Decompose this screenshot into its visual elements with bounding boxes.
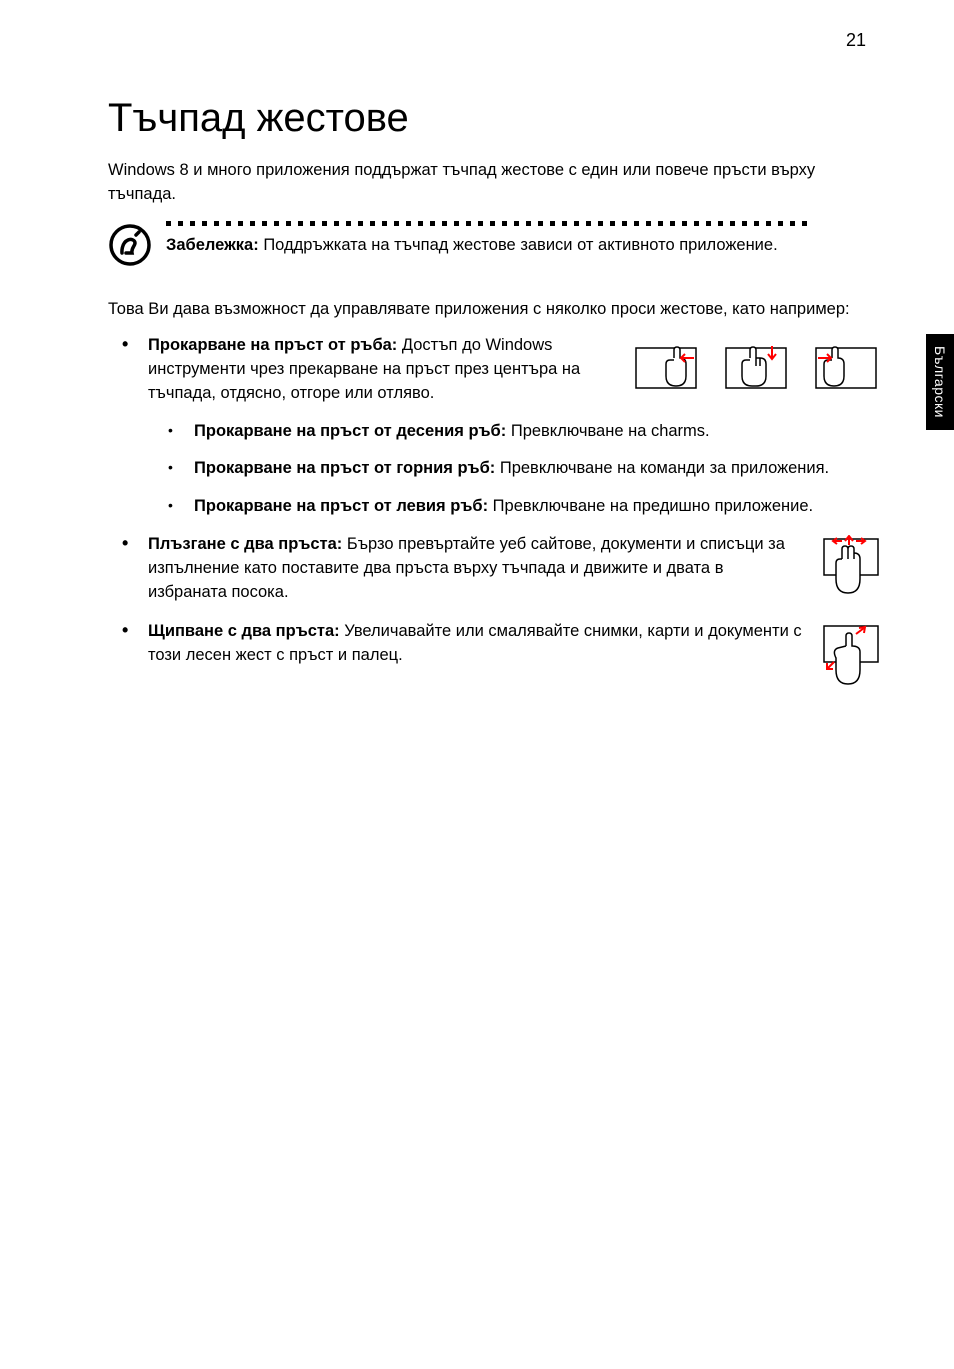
- page-title: Тъчпад жестове: [108, 96, 882, 141]
- dotted-divider: [166, 221, 882, 226]
- bullet-body: Превключване на команди за приложения.: [495, 459, 829, 477]
- bullet-title: Плъзгане с два пръста:: [148, 535, 342, 553]
- intro-text: Windows 8 и много приложения поддържат т…: [108, 159, 882, 207]
- bullet-title: Прокарване на пръст от горния ръб:: [194, 459, 495, 477]
- bullet-title: Прокарване на пръст от десения ръб:: [194, 422, 506, 440]
- pinch-zoom-icon: [820, 622, 882, 697]
- list-item: Прокарване на пръст от десения ръб: Прев…: [148, 420, 882, 444]
- bullet-title: Щипване с два пръста:: [148, 622, 340, 640]
- note-text: Забележка: Поддръжката на тъчпад жестове…: [166, 234, 882, 258]
- language-tab: Български: [926, 334, 954, 430]
- note-block: Забележка: Поддръжката на тъчпад жестове…: [108, 221, 882, 272]
- edge-swipe-icon: [632, 336, 882, 405]
- bullet-title: Прокарване на пръст от ръба:: [148, 336, 397, 354]
- note-label: Забележка:: [166, 236, 259, 254]
- list-item: Прокарване на пръст от ръба: Достъп до W…: [108, 334, 882, 520]
- list-item: Прокарване на пръст от левия ръб: Превкл…: [148, 495, 882, 519]
- note-icon: [108, 223, 152, 272]
- list-item: Прокарване на пръст от горния ръб: Превк…: [148, 457, 882, 481]
- bullet-body: Превключване на предишно приложение.: [488, 497, 813, 515]
- page-number: 21: [846, 30, 866, 51]
- bullet-body: Превключване на charms.: [506, 422, 709, 440]
- body-text-2: Това Ви дава възможност да управлявате п…: [108, 298, 882, 322]
- two-finger-scroll-icon: [820, 535, 882, 606]
- bullet-title: Прокарване на пръст от левия ръб:: [194, 497, 488, 515]
- list-item: Щипване с два пръста: Увеличавайте или с…: [108, 620, 882, 697]
- list-item: Плъзгане с два пръста: Бързо превъртайте…: [108, 533, 882, 606]
- note-body: Поддръжката на тъчпад жестове зависи от …: [259, 236, 778, 254]
